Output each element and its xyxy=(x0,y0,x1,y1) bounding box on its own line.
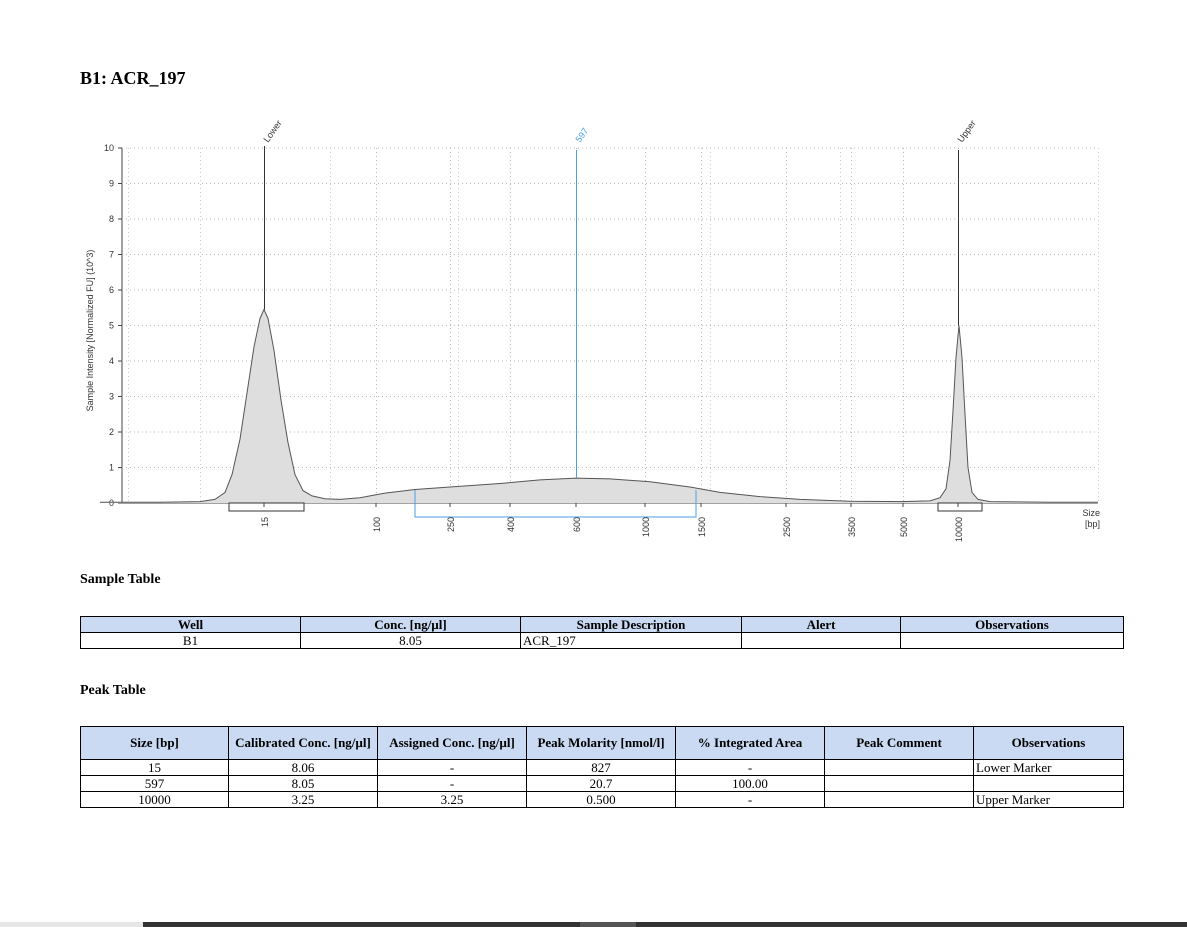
cell: 0.500 xyxy=(526,791,676,808)
x-tick-label: 3500 xyxy=(847,517,857,537)
table-row: 597 8.05 - 20.7 100.00 xyxy=(80,775,1124,792)
cell xyxy=(824,791,974,808)
column-header: Well xyxy=(80,616,301,633)
cell: Lower Marker xyxy=(973,759,1124,776)
column-header: Size [bp] xyxy=(80,726,229,760)
cell xyxy=(824,775,974,792)
cell: - xyxy=(377,775,527,792)
y-tick-label: 10 xyxy=(104,143,114,153)
column-header: Calibrated Conc. [ng/µl] xyxy=(228,726,378,760)
column-header: Assigned Conc. [ng/µl] xyxy=(377,726,527,760)
y-tick-label: 2 xyxy=(109,427,114,437)
table-row: 10000 3.25 3.25 0.500 - Upper Marker xyxy=(80,791,1124,808)
x-tick-label: 600 xyxy=(572,517,582,532)
cell: 20.7 xyxy=(526,775,676,792)
y-tick-label: 6 xyxy=(109,285,114,295)
x-axis-label: [bp] xyxy=(1085,519,1100,529)
peak-table-header: Size [bp] Calibrated Conc. [ng/µl] Assig… xyxy=(80,726,1124,760)
cell: - xyxy=(675,759,825,776)
cell: 10000 xyxy=(80,791,229,808)
sample-table: Well Conc. [ng/µl] Sample Description Al… xyxy=(80,616,1124,649)
x-tick-label: 1500 xyxy=(697,517,707,537)
column-header: Conc. [ng/µl] xyxy=(300,616,521,633)
x-axis-label: Size xyxy=(1082,508,1100,518)
cell xyxy=(973,775,1124,792)
peak-label: 597 xyxy=(573,126,590,144)
table-row: B1 8.05 ACR_197 xyxy=(80,632,1124,649)
x-tick-label: 250 xyxy=(446,517,456,532)
sample-title: B1: ACR_197 xyxy=(80,68,186,88)
y-tick-label: 7 xyxy=(109,250,114,260)
column-header: Observations xyxy=(900,616,1124,633)
cell xyxy=(824,759,974,776)
horizontal-scrollbar[interactable] xyxy=(143,922,1187,927)
cell: 827 xyxy=(526,759,676,776)
cell-conc: 8.05 xyxy=(300,632,521,649)
y-tick-label: 1 xyxy=(109,463,114,473)
lower-marker-region xyxy=(228,502,305,512)
sample-table-title: Sample Table xyxy=(80,572,161,587)
column-header: Observations xyxy=(973,726,1124,760)
peak-label: Upper xyxy=(955,118,977,144)
column-header: Peak Comment xyxy=(824,726,974,760)
scrollbar-track-left xyxy=(0,922,143,927)
cell-observations xyxy=(900,632,1124,649)
sample-table-header: Well Conc. [ng/µl] Sample Description Al… xyxy=(80,616,1124,633)
column-header: Sample Description xyxy=(520,616,742,633)
cell: Upper Marker xyxy=(973,791,1124,808)
x-tick-label: 2500 xyxy=(782,517,792,537)
cell: 3.25 xyxy=(377,791,527,808)
cell: 3.25 xyxy=(228,791,378,808)
column-header: Peak Molarity [nmol/l] xyxy=(526,726,676,760)
scrollbar-thumb[interactable] xyxy=(580,922,636,927)
y-tick-label: 9 xyxy=(109,179,114,189)
column-header: Alert xyxy=(741,616,901,633)
x-tick-label: 5000 xyxy=(899,517,909,537)
electropherogram-chart: 012345678910Sample Intensity [Normalized… xyxy=(85,118,1100,542)
upper-marker-region xyxy=(937,502,983,512)
cell: - xyxy=(377,759,527,776)
cell: 8.05 xyxy=(228,775,378,792)
cell: 100.00 xyxy=(675,775,825,792)
cell-well: B1 xyxy=(80,632,301,649)
y-tick-label: 5 xyxy=(109,321,114,331)
x-tick-label: 15 xyxy=(260,517,270,527)
peak-table-title: Peak Table xyxy=(80,683,146,698)
cell: 15 xyxy=(80,759,229,776)
cell-description: ACR_197 xyxy=(520,632,742,649)
x-tick-label: 400 xyxy=(506,517,516,532)
peak-label: Lower xyxy=(261,118,283,144)
y-axis-label: Sample Intensity [Normalized FU] (10^3) xyxy=(85,250,95,412)
y-tick-label: 8 xyxy=(109,214,114,224)
region-bracket xyxy=(414,490,697,518)
cell: 8.06 xyxy=(228,759,378,776)
trace-line xyxy=(100,308,1098,503)
x-tick-label: 1000 xyxy=(641,517,651,537)
table-row: 15 8.06 - 827 - Lower Marker xyxy=(80,759,1124,776)
y-tick-label: 3 xyxy=(109,392,114,402)
peak-table: Size [bp] Calibrated Conc. [ng/µl] Assig… xyxy=(80,726,1124,808)
x-tick-label: 100 xyxy=(372,517,382,532)
column-header: % Integrated Area xyxy=(675,726,825,760)
x-tick-label: 10000 xyxy=(954,517,964,542)
cell-alert xyxy=(741,632,901,649)
y-tick-label: 4 xyxy=(109,356,114,366)
cell: 597 xyxy=(80,775,229,792)
cell: - xyxy=(675,791,825,808)
